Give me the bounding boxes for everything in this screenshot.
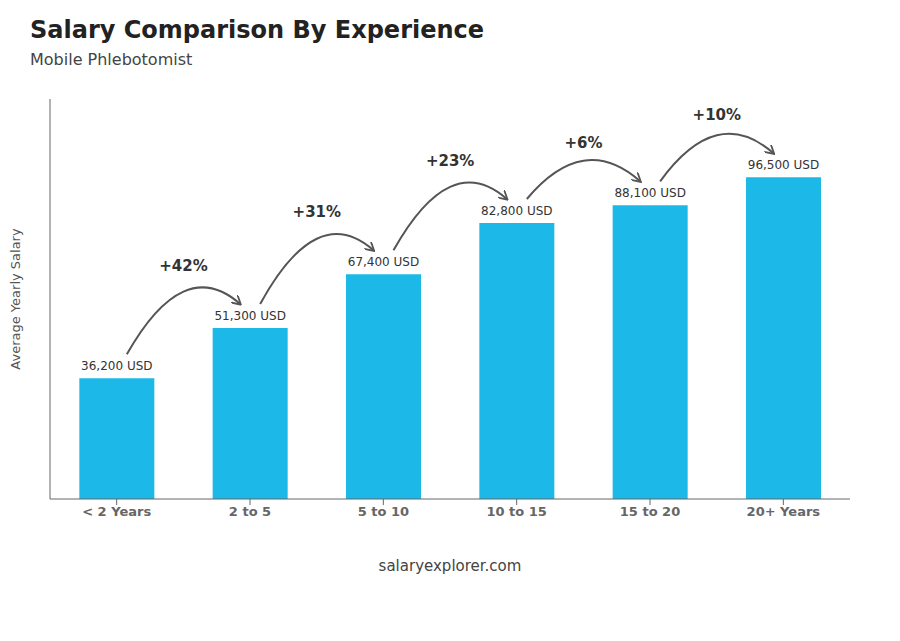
svg-text:88,100 USD: 88,100 USD: [614, 186, 685, 200]
svg-text:+10%: +10%: [693, 106, 741, 124]
svg-text:+31%: +31%: [293, 203, 341, 221]
svg-text:51,300 USD: 51,300 USD: [214, 309, 285, 323]
svg-text:< 2 Years: < 2 Years: [82, 504, 151, 519]
svg-text:+23%: +23%: [426, 152, 474, 170]
svg-text:15 to 20: 15 to 20: [620, 504, 680, 519]
svg-text:96,500 USD: 96,500 USD: [748, 158, 819, 172]
html-text:Salary Comparison By Experienc: Salary Comparison By Experience: [30, 16, 485, 44]
svg-text:36,200 USD: 36,200 USD: [81, 359, 152, 373]
html-text:Mobile Phlebotomist: Mobile Phlebotomist: [30, 50, 193, 69]
svg-text:20+ Years: 20+ Years: [747, 504, 821, 519]
svg-text:+42%: +42%: [159, 257, 207, 275]
svg-text:67,400 USD: 67,400 USD: [348, 255, 419, 269]
svg-text:82,800 USD: 82,800 USD: [481, 204, 552, 218]
svg-text:Average Yearly Salary: Average Yearly Salary: [8, 228, 23, 370]
svg-text:10 to 15: 10 to 15: [486, 504, 546, 519]
svg-text:5 to 10: 5 to 10: [358, 504, 409, 519]
html-text:salaryexplorer.com: salaryexplorer.com: [378, 557, 522, 575]
svg-text:+6%: +6%: [564, 134, 602, 152]
svg-text:2 to 5: 2 to 5: [229, 504, 271, 519]
